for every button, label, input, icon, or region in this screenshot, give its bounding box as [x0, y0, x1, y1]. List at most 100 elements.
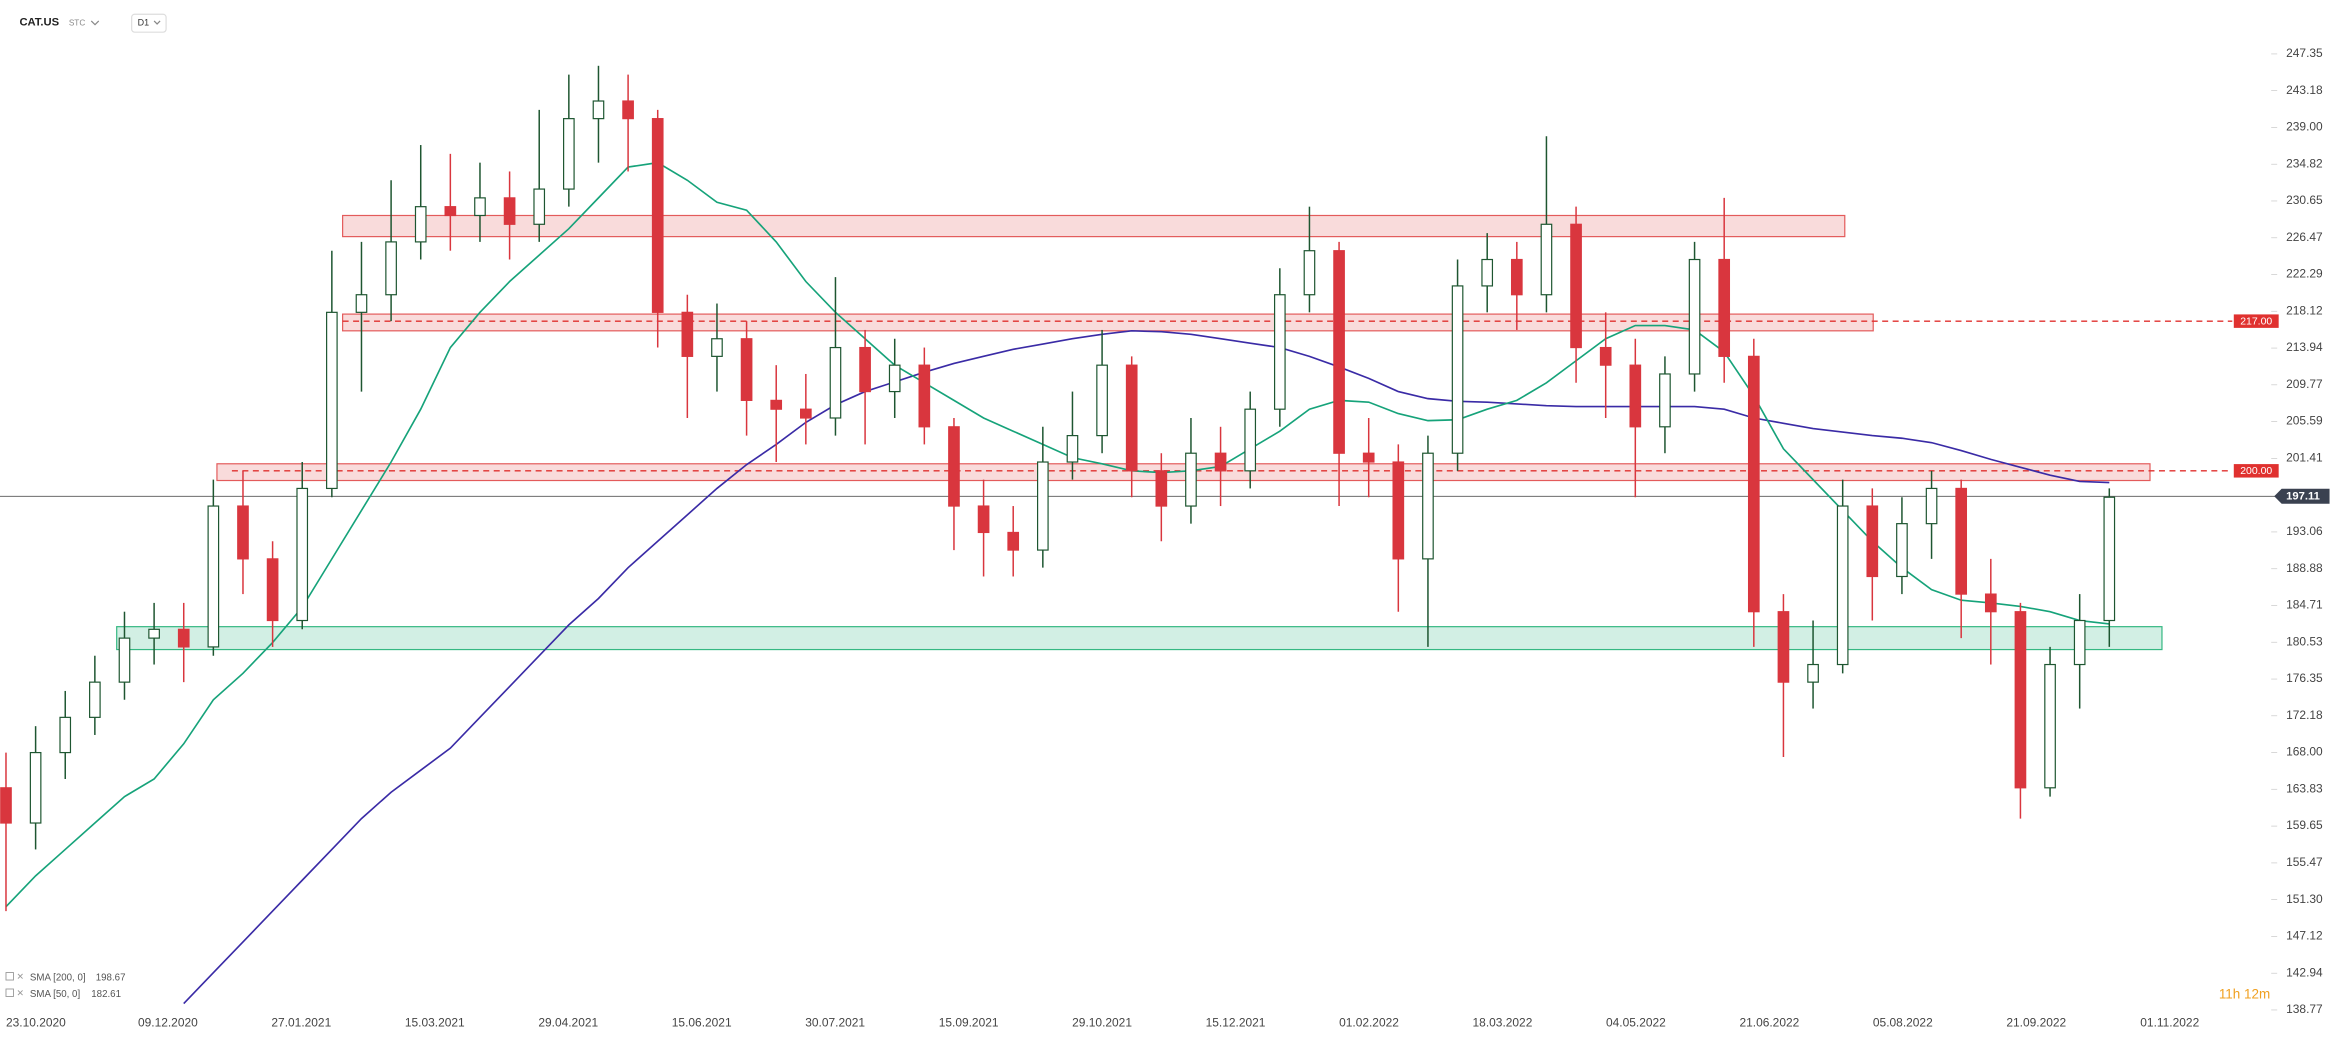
toolbar: CAT.US STC D1 — [19, 13, 167, 33]
candle-body — [177, 628, 190, 648]
x-tick-label: 15.06.2021 — [672, 1016, 732, 1030]
candle-body — [444, 206, 457, 217]
interval[interactable]: D1 — [138, 18, 149, 28]
sma-line — [183, 330, 2110, 1005]
level-label: 217.00 — [2240, 316, 2272, 327]
legend-eye[interactable]: ✕ — [16, 971, 24, 981]
candle-body — [1273, 294, 1286, 410]
legend-icon[interactable] — [5, 972, 14, 981]
candle-body — [977, 505, 990, 534]
candle-body — [296, 487, 309, 622]
candle-body — [563, 118, 575, 190]
candle-body — [1896, 523, 1908, 578]
legend-value: 198.67 — [96, 972, 126, 983]
candle-body — [651, 118, 664, 313]
candle-body — [1747, 355, 1760, 613]
y-tick-label: 243.18 — [2286, 83, 2323, 97]
candle-body — [622, 100, 634, 120]
symbol[interactable]: CAT.US — [19, 16, 59, 28]
candle-body — [1066, 435, 1079, 463]
candle-body — [888, 364, 901, 393]
candle-body — [770, 399, 783, 410]
y-tick-label: 155.47 — [2286, 855, 2323, 869]
candle-body — [1925, 487, 1938, 525]
legend-name: SMA [50, 0] — [30, 989, 80, 1000]
x-tick-label: 29.10.2021 — [1072, 1016, 1132, 1030]
candle-body — [711, 338, 723, 357]
y-tick-label: 205.59 — [2286, 414, 2323, 428]
candle-body — [1510, 258, 1523, 296]
legend-icon[interactable] — [5, 988, 14, 997]
candle-body — [207, 505, 220, 648]
y-tick-label: 151.30 — [2286, 892, 2323, 906]
y-tick-label: 176.35 — [2286, 671, 2323, 685]
candle-body — [2014, 611, 2027, 789]
y-tick-label: 180.53 — [2286, 634, 2323, 648]
legend-value: 182.61 — [91, 989, 121, 1000]
candle-body — [1481, 258, 1494, 287]
x-tick-label: 15.09.2021 — [939, 1016, 999, 1030]
candle-body — [503, 197, 516, 225]
candle-body — [1244, 408, 1257, 472]
candle-body — [1866, 505, 1879, 578]
y-tick-label: 234.82 — [2286, 156, 2323, 170]
y-tick-label: 230.65 — [2286, 193, 2323, 207]
candle-body — [355, 294, 368, 313]
x-tick-label: 15.03.2021 — [405, 1016, 465, 1030]
candle-body — [1836, 505, 1849, 666]
last-price-box — [2274, 488, 2330, 504]
candle-body — [800, 408, 812, 419]
candle-body — [740, 338, 753, 401]
candle-body — [592, 100, 605, 120]
y-tick-label: 147.12 — [2286, 929, 2323, 943]
market[interactable]: STC — [69, 18, 86, 27]
y-tick-label: 201.41 — [2286, 451, 2323, 465]
candle-body — [1036, 461, 1049, 551]
interval-box[interactable] — [131, 13, 167, 33]
x-tick-label: 23.10.2020 — [6, 1016, 66, 1030]
candle-body — [118, 637, 131, 683]
candle-body — [1688, 258, 1701, 375]
candle-body — [2044, 663, 2056, 789]
legend-eye[interactable]: ✕ — [16, 988, 24, 998]
y-tick-label: 168.00 — [2286, 745, 2323, 759]
x-tick-label: 01.11.2022 — [2140, 1016, 2199, 1030]
candle-body — [1422, 452, 1434, 560]
y-tick-label: 193.06 — [2286, 524, 2323, 538]
x-tick-label: 27.01.2021 — [271, 1016, 331, 1030]
candle-body — [326, 311, 338, 490]
candle-body — [266, 558, 279, 622]
x-tick-label: 04.05.2022 — [1606, 1016, 1666, 1030]
candle-body — [1362, 452, 1375, 463]
y-tick-label: 188.88 — [2286, 561, 2323, 575]
market-dropdown[interactable] — [90, 20, 100, 26]
candle-body — [1451, 285, 1464, 454]
candle-body — [474, 197, 486, 217]
x-tick-label: 09.12.2020 — [138, 1016, 198, 1030]
legend-name: SMA [200, 0] — [30, 972, 86, 983]
candle-body — [237, 505, 249, 560]
x-tick-label: 05.08.2022 — [1873, 1016, 1933, 1030]
y-tick-label: 239.00 — [2286, 120, 2323, 134]
candle-body — [859, 346, 871, 393]
candle-body — [1629, 364, 1642, 428]
candle-body — [1096, 364, 1108, 437]
candle-body — [1303, 250, 1316, 296]
candle-body — [1214, 452, 1227, 472]
candle-body — [2073, 619, 2086, 666]
zone — [342, 313, 1874, 332]
y-tick-label: 218.12 — [2286, 303, 2323, 317]
candle-body — [1984, 593, 1997, 613]
candle-body — [1333, 250, 1345, 454]
candle-body — [948, 426, 960, 507]
candle-body — [89, 681, 101, 718]
candle-body — [918, 364, 931, 428]
candle-body — [1718, 258, 1731, 357]
y-tick-label: 159.65 — [2286, 818, 2323, 832]
interval-dropdown[interactable] — [153, 20, 161, 25]
x-tick-label: 21.06.2022 — [1739, 1016, 1799, 1030]
y-tick-label: 184.71 — [2286, 598, 2323, 612]
y-tick-label: 172.18 — [2286, 708, 2323, 722]
